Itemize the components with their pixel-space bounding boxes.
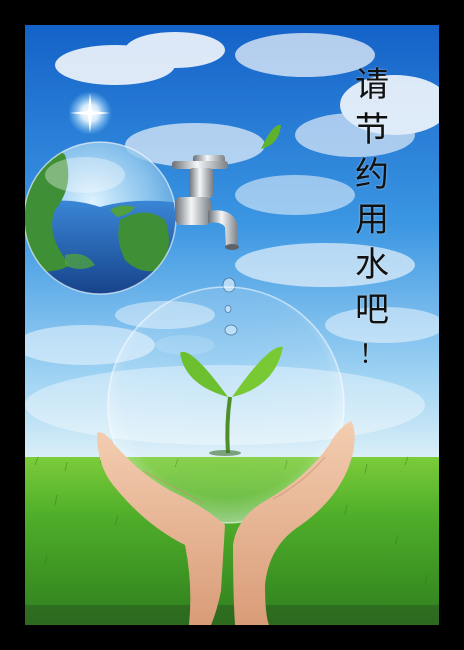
cupped-hands-icon [97, 421, 355, 625]
water-reflection [25, 605, 439, 625]
slogan-char: 水 [355, 245, 389, 285]
slogan-vertical-text: 请 节 约 用 水 吧 ！ [347, 63, 397, 378]
slogan-char: 节 [355, 110, 389, 150]
sun-glint-icon [68, 91, 112, 135]
slogan-char: 约 [355, 155, 389, 195]
poster-artwork [25, 25, 439, 625]
falling-leaf-icon [261, 124, 281, 149]
poster: 请 节 约 用 水 吧 ！ [25, 25, 439, 625]
water-faucet-icon [172, 155, 239, 250]
slogan-char: 用 [355, 200, 389, 240]
seedling-icon [180, 346, 283, 456]
slogan-char: 吧 [355, 290, 389, 330]
slogan-exclamation: ！ [358, 340, 385, 370]
glass-bubble-icon [107, 286, 345, 524]
slogan-char: 请 [355, 65, 389, 105]
